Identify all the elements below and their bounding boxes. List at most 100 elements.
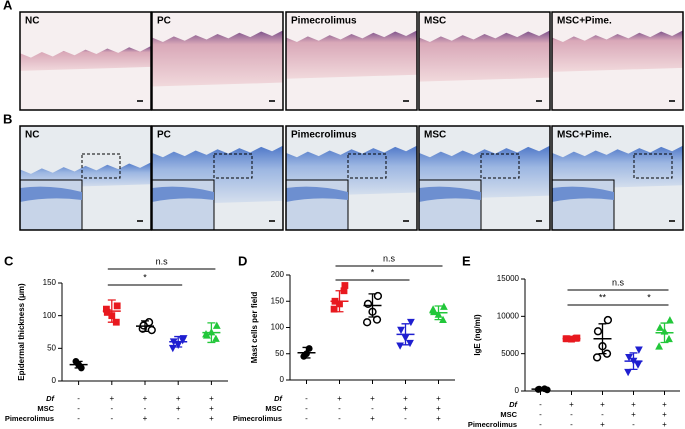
- condition-sign: -: [632, 420, 635, 429]
- point: [330, 305, 338, 313]
- scale-bar: [536, 220, 542, 222]
- condition-label: MSC: [500, 410, 517, 419]
- condition-sign: +: [370, 394, 375, 403]
- point: [592, 353, 602, 362]
- significance-label: **: [599, 292, 607, 302]
- image-label: MSC+Pime.: [557, 16, 612, 27]
- condition-sign: +: [436, 394, 441, 403]
- y-tick-label: 10000: [497, 311, 520, 320]
- y-tick-label: 100: [43, 311, 57, 320]
- zoom-box: [213, 153, 253, 179]
- condition-sign: -: [338, 414, 341, 423]
- condition-sign: -: [305, 404, 308, 413]
- image-frame: [551, 125, 684, 231]
- image-label: PC: [157, 16, 171, 27]
- inset-tissue: [152, 186, 214, 202]
- panel-letter: D: [238, 253, 247, 268]
- error-bar: [207, 322, 216, 344]
- condition-sign: +: [569, 400, 574, 409]
- y-tick-label: 200: [271, 270, 285, 279]
- point: [168, 344, 177, 353]
- condition-sign: +: [403, 404, 408, 413]
- error-bar: [74, 360, 83, 369]
- image-frame: [151, 125, 284, 231]
- image-label: MSC: [424, 130, 446, 141]
- inset-tissue: [419, 186, 481, 202]
- condition-sign: +: [631, 410, 636, 419]
- error-bar: [335, 290, 344, 313]
- point: [666, 316, 674, 324]
- point: [397, 326, 405, 335]
- significance-label: *: [371, 267, 375, 277]
- point: [363, 299, 373, 309]
- condition-sign: -: [371, 404, 374, 413]
- scale-bar: [403, 100, 409, 102]
- condition-label: Df: [46, 394, 55, 403]
- point: [406, 339, 414, 348]
- image-frame: [551, 11, 684, 111]
- condition-sign: +: [600, 420, 605, 429]
- tissue: [552, 145, 683, 190]
- condition-sign: -: [539, 410, 542, 419]
- condition-sign: -: [177, 414, 180, 423]
- image-frame: [285, 11, 418, 111]
- point: [429, 305, 437, 313]
- point: [625, 354, 633, 362]
- point: [341, 282, 349, 289]
- tissue: [20, 46, 151, 71]
- condition-sign: +: [600, 400, 605, 409]
- point: [372, 315, 382, 324]
- error-bar: [434, 305, 443, 321]
- panel-letter: E: [462, 253, 471, 268]
- image-frame: [418, 125, 551, 231]
- image-frame: [19, 125, 152, 231]
- point: [635, 346, 643, 354]
- point: [593, 327, 603, 336]
- error-bar: [629, 352, 638, 370]
- y-tick-label: 100: [271, 323, 285, 332]
- significance-label: *: [143, 272, 147, 282]
- error-bar: [107, 299, 116, 323]
- inset-tissue: [552, 186, 614, 202]
- error-bar: [141, 320, 149, 332]
- image-label: Pimecrolimus: [291, 16, 357, 27]
- y-tick-label: 50: [275, 349, 284, 358]
- y-tick-label: 5000: [501, 349, 519, 358]
- condition-sign: +: [176, 404, 181, 413]
- significance-label: n.s: [383, 253, 396, 263]
- condition-sign: -: [144, 404, 147, 413]
- condition-sign: +: [436, 414, 441, 423]
- condition-label: Df: [274, 394, 283, 403]
- point: [202, 330, 210, 338]
- significance-label: n.s: [156, 256, 169, 266]
- point: [440, 302, 448, 310]
- image-label: PC: [157, 130, 171, 141]
- point: [634, 361, 642, 369]
- point: [656, 323, 664, 331]
- scale-bar: [137, 100, 143, 102]
- condition-sign: +: [109, 394, 114, 403]
- condition-sign: +: [143, 414, 148, 423]
- point: [103, 305, 110, 313]
- image-label: MSC+Pime.: [557, 130, 612, 141]
- y-tick-label: 150: [43, 278, 57, 287]
- condition-sign: +: [370, 414, 375, 423]
- scale-bar: [269, 220, 275, 222]
- panel-letter: B: [3, 111, 12, 126]
- condition-sign: -: [570, 410, 573, 419]
- image-frame: [151, 11, 284, 111]
- zoom-box: [347, 153, 387, 179]
- y-axis-label: Epidermal thickness (μm): [17, 283, 26, 381]
- image-frame: [285, 125, 418, 231]
- condition-sign: -: [404, 414, 407, 423]
- point: [396, 342, 404, 350]
- point: [362, 318, 372, 327]
- point: [113, 302, 121, 310]
- error-bar: [660, 322, 669, 344]
- condition-sign: -: [305, 394, 308, 403]
- condition-sign: +: [209, 404, 214, 413]
- condition-label: MSC: [37, 404, 54, 413]
- inset-tissue: [20, 186, 82, 202]
